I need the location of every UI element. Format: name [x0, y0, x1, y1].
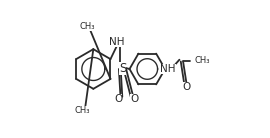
Text: CH₃: CH₃	[75, 106, 90, 115]
Text: NH: NH	[160, 64, 176, 74]
Text: CH₃: CH₃	[195, 56, 210, 65]
Text: O: O	[183, 82, 191, 92]
Text: NH: NH	[110, 37, 125, 47]
Text: CH₃: CH₃	[79, 22, 95, 31]
Text: O: O	[130, 94, 138, 104]
Text: S: S	[119, 62, 126, 75]
Text: O: O	[114, 94, 122, 104]
